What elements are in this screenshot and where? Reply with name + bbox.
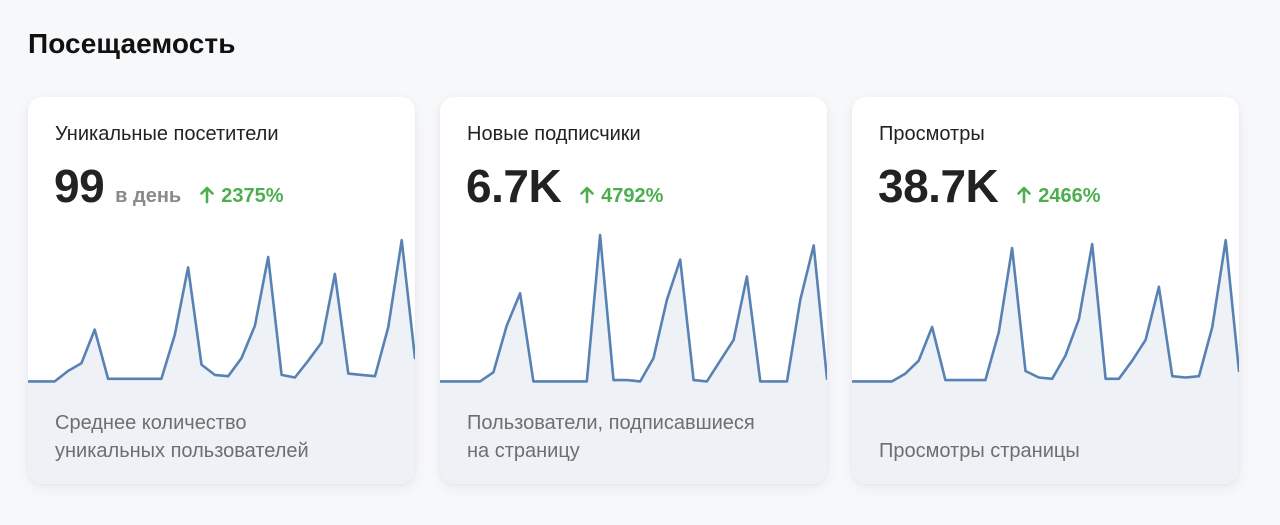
card-description: Среднее количество уникальных пользовате…: [55, 409, 395, 465]
chart-area: [852, 240, 1239, 389]
trend-chart: [440, 233, 827, 389]
stat-value: 38.7K: [878, 160, 999, 212]
stat-row: 38.7K 2466%: [878, 159, 1101, 213]
chart-area: [440, 235, 827, 389]
stat-row: 99 в день 2375%: [54, 159, 284, 213]
chart-line: [852, 238, 1239, 383]
chart-area: [28, 240, 415, 389]
stat-value: 99: [54, 160, 105, 212]
card-footer-background: [852, 387, 1239, 484]
stat-card-unique-visitors[interactable]: Уникальные посетители 99 в день 2375% Ср…: [28, 97, 415, 484]
trend-chart: [852, 238, 1239, 389]
stat-unit: в день: [115, 185, 182, 207]
card-description-line: уникальных пользователей: [55, 440, 309, 462]
card-title: Просмотры: [879, 123, 985, 145]
stat-value: 6.7K: [466, 160, 562, 212]
card-description-line: Среднее количество: [55, 412, 247, 434]
trend-chart: [28, 238, 415, 389]
card-footer-background: [440, 387, 827, 484]
stat-change: 2375%: [199, 184, 284, 208]
chart-line: [440, 233, 827, 383]
arrow-up-icon: [200, 186, 215, 204]
stat-row: 6.7K 4792%: [466, 159, 663, 213]
card-description: Пользователи, подписавшиеся на страницу: [467, 409, 807, 465]
stat-change-value: 2466%: [1038, 185, 1101, 207]
arrow-up-icon: [580, 186, 594, 204]
stat-change: 2466%: [1016, 184, 1101, 208]
chart-line: [28, 238, 415, 383]
stat-change-value: 4792%: [601, 185, 664, 207]
card-title: Новые подписчики: [467, 123, 641, 145]
section-title: Посещаемость: [28, 28, 236, 59]
card-description-line: Пользователи, подписавшиеся: [467, 412, 755, 434]
card-title: Уникальные посетители: [55, 123, 279, 145]
card-description-line: на страницу: [467, 440, 580, 462]
card-description-line: Просмотры страницы: [879, 440, 1080, 462]
card-footer-background: [28, 387, 415, 484]
stat-card-views[interactable]: Просмотры 38.7K 2466% Просмотры страницы: [852, 97, 1239, 484]
arrow-up-icon: [1017, 186, 1032, 204]
stat-card-new-subscribers[interactable]: Новые подписчики 6.7K 4792% Пользователи…: [440, 97, 827, 484]
card-description: Просмотры страницы: [879, 437, 1219, 465]
stat-change: 4792%: [579, 184, 663, 208]
stat-change-value: 2375%: [221, 185, 284, 207]
